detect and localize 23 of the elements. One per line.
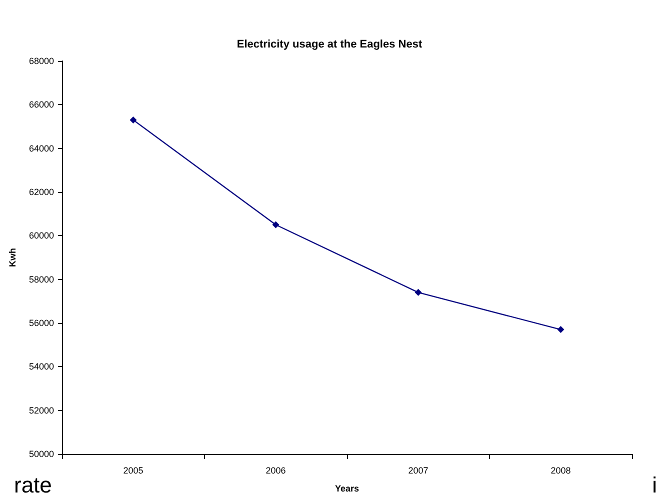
y-tick-label: 64000 — [28, 143, 54, 154]
y-tick-label: 50000 — [28, 449, 54, 459]
point — [130, 116, 137, 124]
y-tick-label: 58000 — [28, 274, 54, 284]
y-tick-label: 56000 — [28, 318, 54, 328]
point — [272, 221, 280, 228]
chart-title: Electricity usage at the Eagles Nest — [236, 38, 422, 50]
y-axis-title: Kwh — [8, 248, 18, 267]
text: i — [652, 472, 658, 498]
y-tick-label: 60000 — [28, 230, 54, 241]
y-tick-label: 68000 — [28, 56, 54, 66]
text: rate — [14, 472, 52, 498]
x-tick-label: 2005 — [123, 466, 144, 476]
x-tick-label: 2008 — [550, 466, 571, 476]
x-axis-title: Years — [334, 484, 360, 494]
y-tick-label: 54000 — [28, 362, 54, 372]
y-tick-label: 62000 — [28, 187, 54, 197]
point — [557, 326, 564, 334]
y-tick-label: 52000 — [28, 405, 54, 416]
point — [414, 288, 422, 296]
x-tick-label: 2006 — [266, 466, 286, 476]
y-tick-label: 66000 — [28, 100, 54, 110]
x-tick-label: 2007 — [408, 466, 428, 476]
